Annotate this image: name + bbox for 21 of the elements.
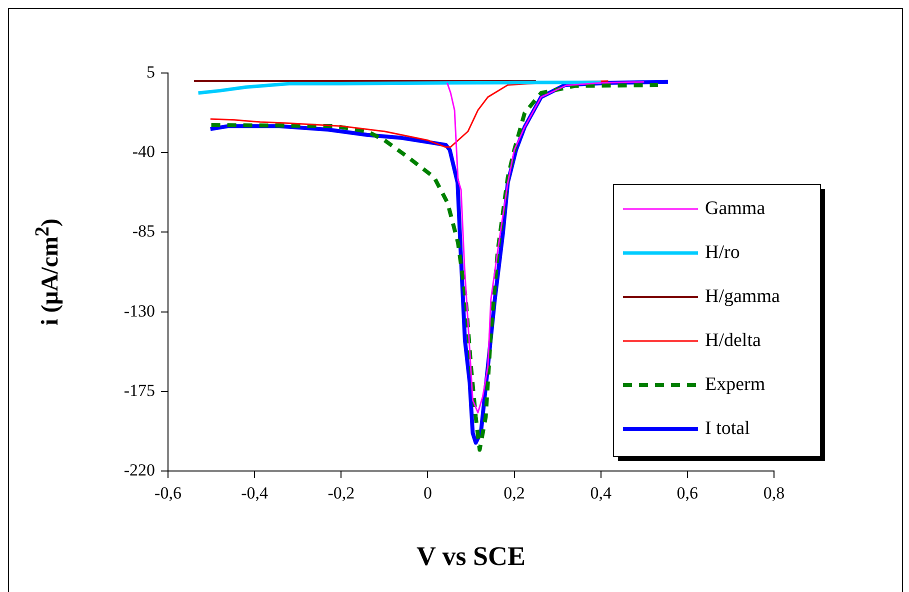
legend-label: Experm [705, 374, 766, 395]
x-tick-label: 0,2 [504, 484, 525, 503]
y-tick-label: -40 [132, 142, 155, 162]
x-tick-label: -0,6 [154, 484, 182, 503]
x-axis-title: V vs SCE [416, 540, 526, 571]
y-tick-label: -175 [124, 380, 155, 400]
x-tick-label: 0,6 [676, 484, 698, 503]
y-tick-label: -130 [124, 301, 155, 320]
x-tick-label: -0,2 [328, 484, 355, 503]
y-tick-label: -85 [132, 222, 155, 241]
legend-label: H/gamma [705, 286, 780, 307]
x-tick-label: 0,4 [590, 484, 612, 503]
y-tick-label: 5 [146, 62, 155, 82]
legend-label: H/delta [705, 330, 762, 351]
y-tick-label: -220 [124, 460, 155, 480]
x-tick-label: 0,8 [763, 484, 785, 503]
legend-label: H/ro [705, 242, 740, 263]
legend-label: I total [705, 418, 750, 439]
x-tick-label: -0,4 [241, 484, 269, 503]
x-tick-label: 0 [423, 484, 432, 503]
legend-label: Gamma [705, 198, 766, 219]
